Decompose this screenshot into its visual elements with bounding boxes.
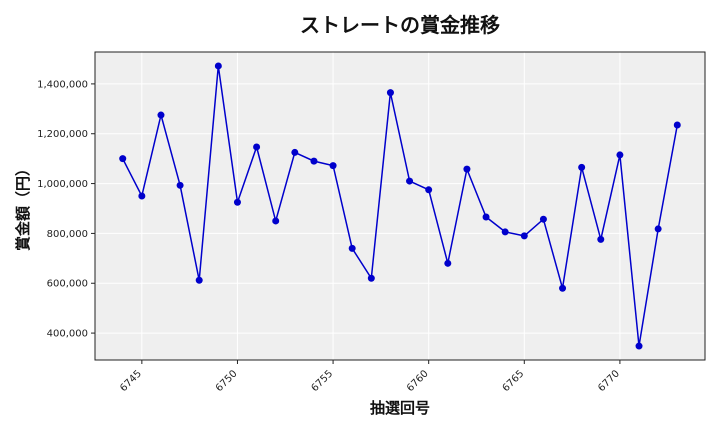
- data-point: [501, 228, 509, 236]
- data-point: [386, 89, 394, 97]
- plot-frame: [94, 51, 706, 361]
- y-tick-label: 1,400,000: [37, 79, 88, 90]
- data-point: [539, 215, 547, 223]
- data-point: [157, 111, 165, 119]
- x-tick-label: 6770: [596, 368, 622, 394]
- data-point: [367, 274, 375, 282]
- data-point: [463, 165, 471, 173]
- data-point: [444, 259, 452, 267]
- data-point: [673, 121, 681, 129]
- y-tick-label: 1,000,000: [37, 179, 88, 190]
- data-point: [597, 235, 605, 243]
- data-point: [272, 217, 280, 225]
- data-point: [425, 186, 433, 194]
- plot-area: [95, 52, 705, 360]
- grid: [95, 52, 705, 360]
- data-point: [482, 213, 490, 221]
- y-tick-label: 600,000: [47, 279, 88, 290]
- x-tick-label: 6745: [118, 368, 144, 394]
- series-layer: [119, 62, 681, 350]
- data-point: [119, 155, 127, 163]
- data-point: [635, 342, 643, 350]
- y-tick-label: 800,000: [47, 229, 88, 240]
- data-point: [176, 181, 184, 189]
- series-line: [122, 65, 679, 347]
- x-tick-label: 6755: [309, 368, 335, 394]
- data-point: [520, 232, 528, 240]
- data-point: [348, 244, 356, 252]
- data-point: [195, 276, 203, 284]
- data-point: [233, 198, 241, 206]
- data-point: [578, 163, 586, 171]
- data-point: [291, 148, 299, 156]
- data-point: [310, 157, 318, 165]
- x-tick-label: 6765: [501, 368, 527, 394]
- y-tick-label: 400,000: [47, 329, 88, 340]
- data-point: [138, 192, 146, 200]
- data-point: [406, 177, 414, 185]
- data-point: [616, 151, 624, 159]
- x-axis-label: 抽選回号: [370, 399, 430, 417]
- chart-title: ストレートの賞金推移: [300, 13, 500, 37]
- data-point: [214, 62, 222, 70]
- x-tick-label: 6760: [405, 368, 431, 394]
- x-tick-label: 6750: [214, 368, 240, 394]
- data-point: [559, 284, 567, 292]
- data-point: [654, 225, 662, 233]
- y-axis-label: 賞金額（円）: [14, 161, 32, 251]
- data-point: [329, 162, 337, 170]
- data-point: [253, 143, 261, 151]
- y-tick-label: 1,200,000: [37, 129, 88, 140]
